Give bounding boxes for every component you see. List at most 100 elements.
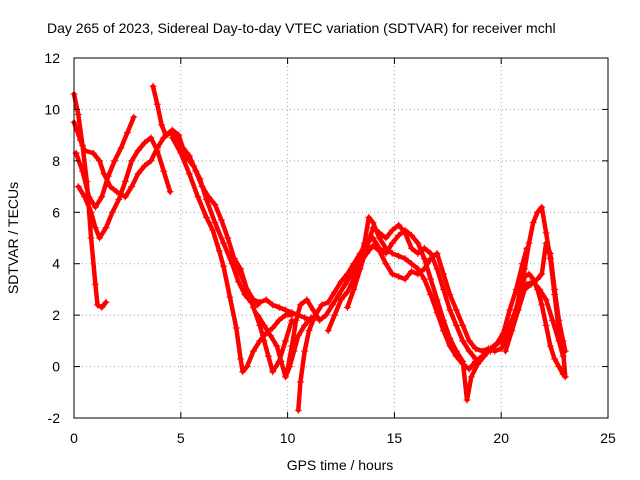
- data-point-marker: [322, 311, 330, 319]
- data-point-marker: [542, 239, 550, 247]
- data-point-marker: [538, 301, 546, 309]
- data-point-marker: [350, 285, 358, 293]
- data-point-marker: [446, 334, 454, 342]
- data-point-marker: [501, 347, 509, 355]
- data-point-marker: [459, 357, 467, 365]
- data-point-marker: [337, 278, 345, 286]
- data-point-marker: [433, 249, 441, 257]
- data-point-marker: [239, 368, 247, 376]
- data-point-marker: [98, 193, 106, 201]
- data-point-marker: [433, 265, 441, 273]
- data-point-marker: [534, 275, 542, 283]
- data-point-marker: [414, 249, 422, 257]
- data-point-marker: [102, 224, 110, 232]
- data-point-marker: [237, 265, 245, 273]
- data-point-marker: [294, 406, 302, 414]
- x-axis-label: GPS time / hours: [287, 457, 394, 473]
- x-tick-label: 10: [280, 430, 296, 446]
- data-point-marker: [401, 229, 409, 237]
- data-point-marker: [74, 111, 82, 119]
- data-point-marker: [277, 357, 285, 365]
- data-point-marker: [192, 167, 200, 175]
- data-point-marker: [202, 213, 210, 221]
- series-layer: [70, 82, 569, 414]
- data-point-marker: [153, 100, 161, 108]
- data-point-marker: [497, 345, 505, 353]
- data-point-marker: [555, 316, 563, 324]
- data-point-marker: [452, 306, 460, 314]
- data-point-marker: [382, 260, 390, 268]
- data-point-marker: [463, 396, 471, 404]
- data-point-marker: [147, 157, 155, 165]
- data-point-marker: [269, 368, 277, 376]
- data-point-marker: [281, 373, 289, 381]
- data-point-marker: [123, 129, 131, 137]
- data-point-marker: [324, 327, 332, 335]
- data-point-marker: [420, 244, 428, 252]
- data-point-marker: [87, 234, 95, 242]
- data-point-marker: [185, 152, 193, 160]
- data-point-marker: [140, 139, 148, 147]
- data-point-marker: [260, 321, 268, 329]
- data-point-marker: [427, 275, 435, 283]
- data-point-marker: [538, 270, 546, 278]
- data-point-marker: [499, 332, 507, 340]
- data-point-marker: [388, 270, 396, 278]
- data-point-marker: [395, 252, 403, 260]
- data-point-marker: [542, 296, 550, 304]
- data-point-marker: [87, 208, 95, 216]
- data-point-marker: [115, 195, 123, 203]
- data-point-marker: [121, 193, 129, 201]
- data-point-marker: [506, 306, 514, 314]
- data-point-marker: [527, 280, 535, 288]
- data-point-marker: [211, 219, 219, 227]
- data-point-marker: [427, 291, 435, 299]
- data-point-marker: [301, 347, 309, 355]
- data-point-marker: [508, 327, 516, 335]
- data-point-marker: [474, 360, 482, 368]
- data-point-marker: [177, 149, 185, 157]
- data-point-marker: [521, 265, 529, 273]
- data-point-marker: [296, 378, 304, 386]
- data-point-marker: [388, 249, 396, 257]
- data-point-marker: [162, 131, 170, 139]
- data-point-marker: [179, 144, 187, 152]
- data-point-marker: [328, 301, 336, 309]
- data-point-marker: [343, 303, 351, 311]
- data-point-marker: [414, 239, 422, 247]
- data-point-marker: [395, 273, 403, 281]
- data-point-marker: [420, 255, 428, 263]
- data-point-marker: [440, 285, 448, 293]
- x-tick-label: 25: [600, 430, 616, 446]
- data-point-marker: [91, 224, 99, 232]
- data-point-marker: [275, 316, 283, 324]
- data-point-marker: [542, 229, 550, 237]
- data-point-marker: [117, 144, 125, 152]
- data-point-marker: [459, 321, 467, 329]
- chart-title: Day 265 of 2023, Sidereal Day-to-day VTE…: [47, 20, 556, 36]
- data-point-marker: [365, 213, 373, 221]
- data-point-marker: [337, 296, 345, 304]
- data-point-marker: [81, 193, 89, 201]
- data-point-marker: [472, 345, 480, 353]
- data-point-marker: [140, 162, 148, 170]
- data-point-marker: [168, 126, 176, 134]
- data-point-marker: [111, 157, 119, 165]
- data-point-marker: [546, 342, 554, 350]
- data-point-marker: [324, 298, 332, 306]
- data-point-marker: [198, 183, 206, 191]
- y-tick-label: -2: [48, 410, 61, 426]
- x-tick-label: 20: [493, 430, 509, 446]
- data-point-marker: [260, 337, 268, 345]
- data-point-marker: [121, 177, 129, 185]
- data-point-marker: [452, 347, 460, 355]
- data-point-marker: [89, 149, 97, 157]
- data-point-marker: [209, 226, 217, 234]
- data-point-marker: [350, 260, 358, 268]
- data-point-marker: [472, 355, 480, 363]
- data-point-marker: [446, 306, 454, 314]
- data-point-marker: [538, 203, 546, 211]
- data-point-marker: [273, 342, 281, 350]
- data-point-marker: [243, 363, 251, 371]
- data-point-marker: [185, 170, 193, 178]
